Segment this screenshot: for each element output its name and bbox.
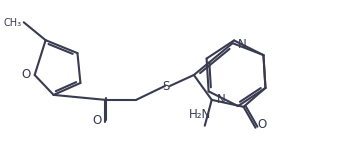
Text: O: O xyxy=(258,118,267,131)
Text: O: O xyxy=(93,114,102,127)
Text: N: N xyxy=(238,38,246,51)
Text: S: S xyxy=(162,80,170,93)
Text: O: O xyxy=(21,69,30,81)
Text: CH₃: CH₃ xyxy=(4,18,22,28)
Text: N: N xyxy=(217,93,225,106)
Text: H₂N: H₂N xyxy=(189,108,211,121)
